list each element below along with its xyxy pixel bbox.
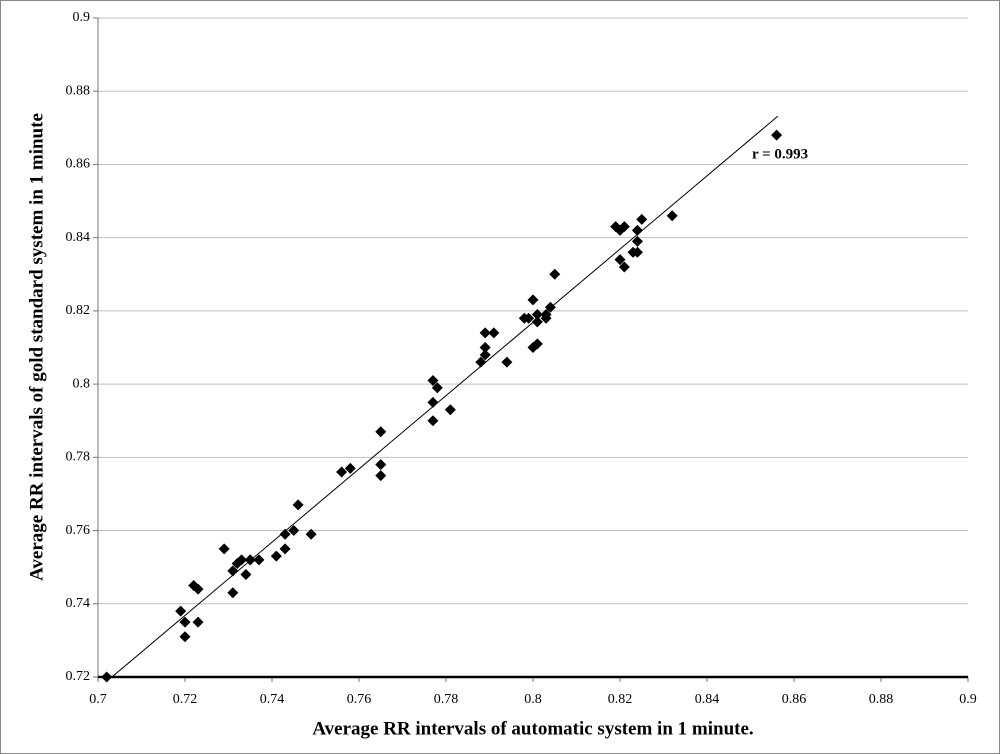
point [631, 224, 643, 236]
point [305, 528, 317, 540]
point [270, 550, 282, 562]
x-tick-label: 0.76 [347, 692, 372, 707]
x-tick-label: 0.84 [695, 692, 720, 707]
trend-line [111, 115, 779, 678]
point [253, 554, 265, 566]
point [336, 466, 348, 478]
point [479, 349, 491, 361]
point [549, 268, 561, 280]
point [427, 374, 439, 386]
y-tick-label: 0.78 [66, 450, 91, 465]
x-tick-label: 0.9 [959, 692, 977, 707]
y-tick-label: 0.88 [66, 83, 91, 98]
y-tick-label: 0.74 [66, 596, 91, 611]
annotation: r = 0.993 [752, 146, 808, 162]
point [179, 616, 191, 628]
y-axis-title: Average RR intervals of gold standard sy… [26, 113, 47, 581]
point [531, 338, 543, 350]
x-tick-label: 0.86 [782, 692, 807, 707]
point [288, 525, 300, 537]
y-tick-label: 0.84 [66, 230, 91, 245]
x-tick-label: 0.78 [434, 692, 459, 707]
point [444, 404, 456, 416]
point [192, 616, 204, 628]
x-tick-label: 0.82 [608, 692, 633, 707]
point [488, 327, 500, 339]
point [771, 129, 783, 141]
x-axis-title: Average RR intervals of automatic system… [312, 718, 753, 739]
point [179, 631, 191, 643]
y-tick-label: 0.72 [66, 669, 91, 684]
y-tick-label: 0.8 [73, 376, 91, 391]
y-tick-label: 0.82 [66, 303, 91, 318]
point [175, 605, 187, 617]
point [192, 583, 204, 595]
point [227, 565, 239, 577]
point [631, 235, 643, 247]
y-tick-label: 0.86 [66, 157, 91, 172]
point [431, 382, 443, 394]
point [636, 213, 648, 225]
x-tick-label: 0.8 [524, 692, 542, 707]
point [218, 543, 230, 555]
point [540, 309, 552, 321]
point [614, 254, 626, 266]
point [618, 221, 630, 233]
point [475, 356, 487, 368]
point [523, 312, 535, 324]
point [531, 316, 543, 328]
point [236, 554, 248, 566]
point [375, 470, 387, 482]
point [631, 246, 643, 258]
x-tick-label: 0.88 [869, 692, 894, 707]
x-tick-label: 0.72 [173, 692, 198, 707]
point [501, 356, 513, 368]
y-tick-label: 0.9 [73, 10, 91, 25]
point [427, 396, 439, 408]
point [479, 342, 491, 353]
point [479, 327, 491, 339]
point [427, 415, 439, 427]
point [375, 426, 387, 438]
point [292, 499, 304, 511]
y-tick-label: 0.76 [66, 523, 91, 538]
point [227, 587, 239, 599]
point [666, 210, 678, 222]
grid: 0.72 0.74 0.76 0.78 0.8 0.82 0.84 0.86 0.88 0.9 0.… [66, 10, 977, 707]
point [279, 543, 291, 555]
point [527, 294, 539, 306]
marks [101, 115, 783, 683]
point [618, 261, 630, 273]
x-tick-label: 0.7 [89, 692, 107, 707]
point [279, 528, 291, 540]
point [240, 568, 252, 580]
x-tick-label: 0.74 [260, 692, 285, 707]
point [544, 301, 556, 313]
point [344, 462, 356, 474]
point [375, 459, 387, 471]
point [244, 554, 256, 566]
point [531, 309, 543, 321]
point [101, 671, 113, 683]
